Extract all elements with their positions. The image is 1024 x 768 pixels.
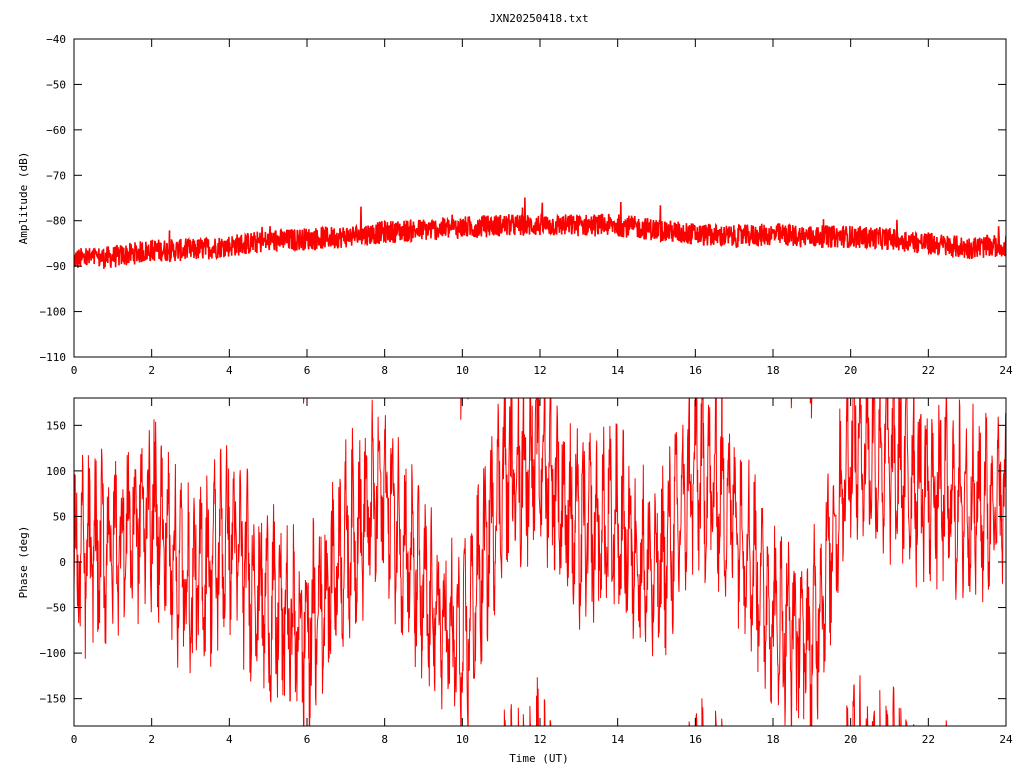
amplitude-y-axis-label: Amplitude (dB) bbox=[17, 152, 30, 245]
phase-x-ticks: 0 2 4 6 8 10 12 14 16 18 20 22 24 bbox=[71, 398, 1013, 746]
x-tick-label: 10 bbox=[456, 733, 469, 746]
y-tick-label: −50 bbox=[46, 78, 66, 91]
x-tick-label: 24 bbox=[999, 364, 1013, 377]
x-tick-label: 4 bbox=[226, 733, 233, 746]
x-tick-label: 6 bbox=[304, 364, 311, 377]
x-tick-label: 22 bbox=[922, 364, 935, 377]
x-tick-label: 20 bbox=[844, 364, 857, 377]
phase-y-ticks: 150 100 50 0 −50 −100 −150 bbox=[40, 419, 1006, 706]
x-tick-label: 14 bbox=[611, 364, 625, 377]
x-tick-label: 4 bbox=[226, 364, 233, 377]
y-tick-label: −150 bbox=[40, 693, 67, 706]
x-tick-label: 14 bbox=[611, 733, 625, 746]
x-tick-label: 16 bbox=[689, 733, 702, 746]
x-tick-label: 12 bbox=[533, 364, 546, 377]
y-tick-label: −60 bbox=[46, 124, 66, 137]
y-tick-label: 0 bbox=[59, 556, 66, 569]
phase-x-axis-label: Time (UT) bbox=[509, 752, 569, 765]
y-tick-label: 50 bbox=[53, 510, 66, 523]
chart-title: JXN20250418.txt bbox=[489, 12, 588, 25]
y-tick-label: 100 bbox=[46, 465, 66, 478]
x-tick-label: 12 bbox=[533, 733, 546, 746]
amplitude-y-ticks: −40 −50 −60 −70 −80 −90 −100 −110 bbox=[40, 33, 1006, 364]
amplitude-trace bbox=[74, 197, 1006, 269]
x-tick-label: 24 bbox=[999, 733, 1013, 746]
x-tick-label: 8 bbox=[381, 364, 388, 377]
y-tick-label: −100 bbox=[40, 647, 67, 660]
y-tick-label: −100 bbox=[40, 306, 67, 319]
x-tick-label: 16 bbox=[689, 364, 702, 377]
amplitude-plot-frame bbox=[73, 38, 1007, 358]
amplitude-x-ticks: 0 2 4 6 8 10 12 14 16 18 20 22 24 bbox=[71, 39, 1013, 377]
x-tick-label: 20 bbox=[844, 733, 857, 746]
x-tick-label: 8 bbox=[381, 733, 388, 746]
y-tick-label: −40 bbox=[46, 33, 66, 46]
x-tick-label: 2 bbox=[148, 364, 155, 377]
x-tick-label: 10 bbox=[456, 364, 469, 377]
x-tick-label: 0 bbox=[71, 364, 78, 377]
y-tick-label: −90 bbox=[46, 260, 66, 273]
amplitude-series bbox=[74, 197, 1006, 269]
y-tick-label: −70 bbox=[46, 169, 66, 182]
y-tick-label: −110 bbox=[40, 351, 67, 364]
x-tick-label: 6 bbox=[304, 733, 311, 746]
amplitude-panel: −40−50−60−70−80−90−100−110 0 2 4 6 8 10 12 14 16… bbox=[17, 33, 1013, 377]
x-tick-label: 0 bbox=[71, 733, 78, 746]
x-tick-label: 18 bbox=[766, 733, 779, 746]
phase-trace bbox=[74, 398, 1006, 726]
x-tick-label: 2 bbox=[148, 733, 155, 746]
y-tick-label: 150 bbox=[46, 419, 66, 432]
x-tick-label: 22 bbox=[922, 733, 935, 746]
y-tick-label: −80 bbox=[46, 215, 66, 228]
x-tick-label: 18 bbox=[766, 364, 779, 377]
y-tick-label: −50 bbox=[46, 602, 66, 615]
phase-series bbox=[74, 398, 1006, 726]
phase-y-axis-label: Phase (deg) bbox=[17, 526, 30, 599]
